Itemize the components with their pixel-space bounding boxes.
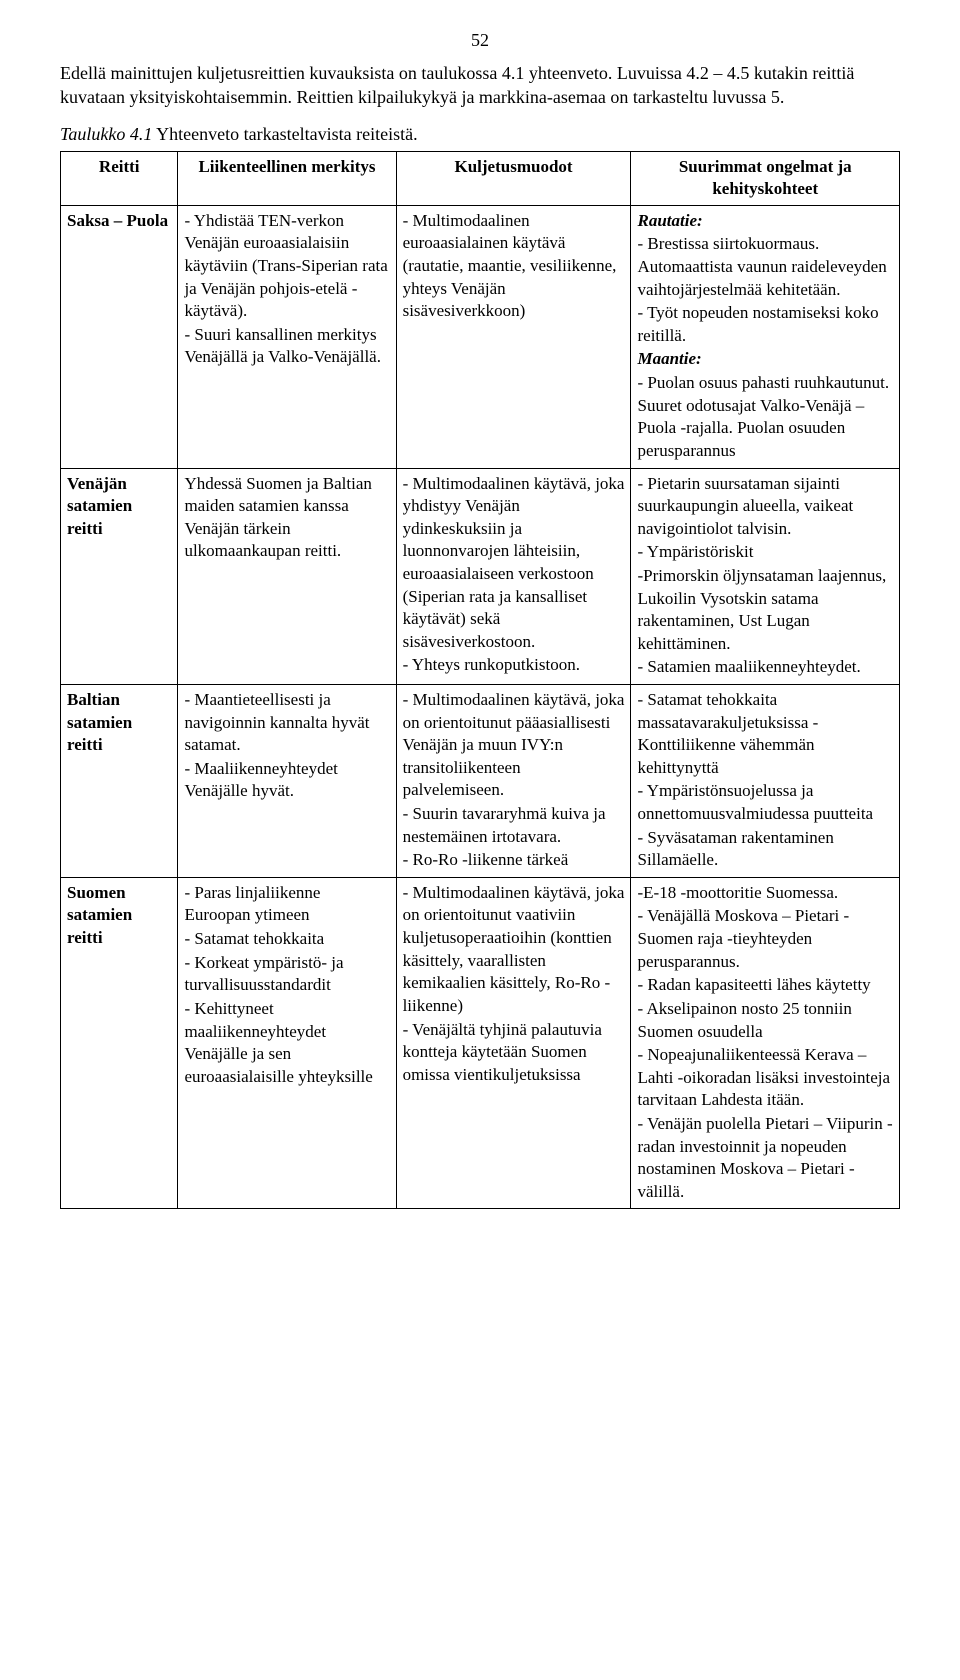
intro-text: Edellä mainittujen kuljetusreittien kuva… [60,61,900,110]
route-name: Suomen satamien reitti [61,877,178,1209]
list-item: -E-18 -moottoritie Suomessa. [637,882,893,905]
list-item: - Ympäristönsuojelussa ja onnettomuusval… [637,780,893,825]
list-item: - Satamat tehokkaita massatavarakuljetuk… [637,689,893,779]
list-item: - Yhteys runkoputkistoon. [403,654,625,677]
cell-significance: - Maantieteellisesti ja navigoinnin kann… [178,685,396,878]
cell-modes: - Multimodaalinen euroaasialainen käytäv… [396,205,631,468]
cell-modes: - Multimodaalinen käytävä, joka yhdistyy… [396,468,631,684]
routes-table: Reitti Liikenteellinen merkitys Kuljetus… [60,151,900,1210]
cell-issues: - Satamat tehokkaita massatavarakuljetuk… [631,685,900,878]
caption-rest: Yhteenveto tarkasteltavista reiteistä. [152,124,417,144]
list-item: - Suuri kansallinen merkitys Venäjällä j… [184,324,389,369]
cell-significance: - Yhdistää TEN-verkon Venäjän euroaasial… [178,205,396,468]
list-item: Rautatie: [637,210,893,233]
table-row: Suomen satamien reitti- Paras linjaliike… [61,877,900,1209]
list-item: - Työt nopeuden nostamiseksi koko reitil… [637,302,893,347]
list-item: - Venäjällä Moskova – Pietari - Suomen r… [637,905,893,973]
route-name: Venäjän satamien reitti [61,468,178,684]
list-item: - Puolan osuus pahasti ruuhkautunut. Suu… [637,372,893,462]
col-header-modes: Kuljetusmuodot [396,151,631,205]
table-caption: Taulukko 4.1 Yhteenveto tarkasteltavista… [60,124,900,145]
list-item: - Satamat tehokkaita [184,928,389,951]
list-item: - Nopeajunaliikenteessä Kerava – Lahti -… [637,1044,893,1112]
table-row: Baltian satamien reitti- Maantieteellise… [61,685,900,878]
cell-modes: - Multimodaalinen käytävä, joka on orien… [396,685,631,878]
list-item: - Maantieteellisesti ja navigoinnin kann… [184,689,389,757]
list-item: - Suurin tavararyhmä kuiva ja nestemäine… [403,803,625,848]
col-header-significance: Liikenteellinen merkitys [178,151,396,205]
list-item: Yhdessä Suomen ja Baltian maiden satamie… [184,473,389,563]
list-item: - Syväsataman rakentaminen Sillamäelle. [637,827,893,872]
list-item: - Yhdistää TEN-verkon Venäjän euroaasial… [184,210,389,323]
list-item: - Paras linjaliikenne Euroopan ytimeen [184,882,389,927]
list-item: - Satamien maaliikenneyhteydet. [637,656,893,679]
cell-issues: -E-18 -moottoritie Suomessa.- Venäjällä … [631,877,900,1209]
list-item: - Pietarin suursataman sijainti suurkaup… [637,473,893,541]
list-item: - Ympäristöriskit [637,541,893,564]
list-item: -Primorskin öljynsataman laajennus, Luko… [637,565,893,655]
list-item: - Multimodaalinen käytävä, joka on orien… [403,689,625,802]
cell-issues: - Pietarin suursataman sijainti suurkaup… [631,468,900,684]
col-header-issues: Suurimmat ongelmat ja kehityskohteet [631,151,900,205]
list-item: - Venäjän puolella Pietari – Viipurin -r… [637,1113,893,1203]
cell-significance: Yhdessä Suomen ja Baltian maiden satamie… [178,468,396,684]
list-item: - Maaliikenneyhteydet Venäjälle hyvät. [184,758,389,803]
list-item: - Multimodaalinen käytävä, joka on orien… [403,882,625,1018]
route-name: Baltian satamien reitti [61,685,178,878]
list-item: - Ro-Ro -liikenne tärkeä [403,849,625,872]
list-item: - Multimodaalinen käytävä, joka yhdistyy… [403,473,625,654]
list-item: - Brestissa siirtokuormaus. Automaattist… [637,233,893,301]
col-header-route: Reitti [61,151,178,205]
caption-head: Taulukko 4.1 [60,124,152,144]
route-name: Saksa – Puola [61,205,178,468]
list-item: - Kehittyneet maaliikenneyhteydet Venäjä… [184,998,389,1088]
list-item: - Multimodaalinen euroaasialainen käytäv… [403,210,625,323]
list-item: Maantie: [637,348,893,371]
table-row: Saksa – Puola- Yhdistää TEN-verkon Venäj… [61,205,900,468]
table-row: Venäjän satamien reittiYhdessä Suomen ja… [61,468,900,684]
cell-issues: Rautatie:- Brestissa siirtokuormaus. Aut… [631,205,900,468]
list-item: - Venäjältä tyhjinä palautuvia kontteja … [403,1019,625,1087]
list-item: - Radan kapasiteetti lähes käytetty [637,974,893,997]
cell-modes: - Multimodaalinen käytävä, joka on orien… [396,877,631,1209]
list-item: - Korkeat ympäristö- ja turvallisuusstan… [184,952,389,997]
page-number: 52 [60,30,900,51]
cell-significance: - Paras linjaliikenne Euroopan ytimeen- … [178,877,396,1209]
list-item: - Akselipainon nosto 25 tonniin Suomen o… [637,998,893,1043]
